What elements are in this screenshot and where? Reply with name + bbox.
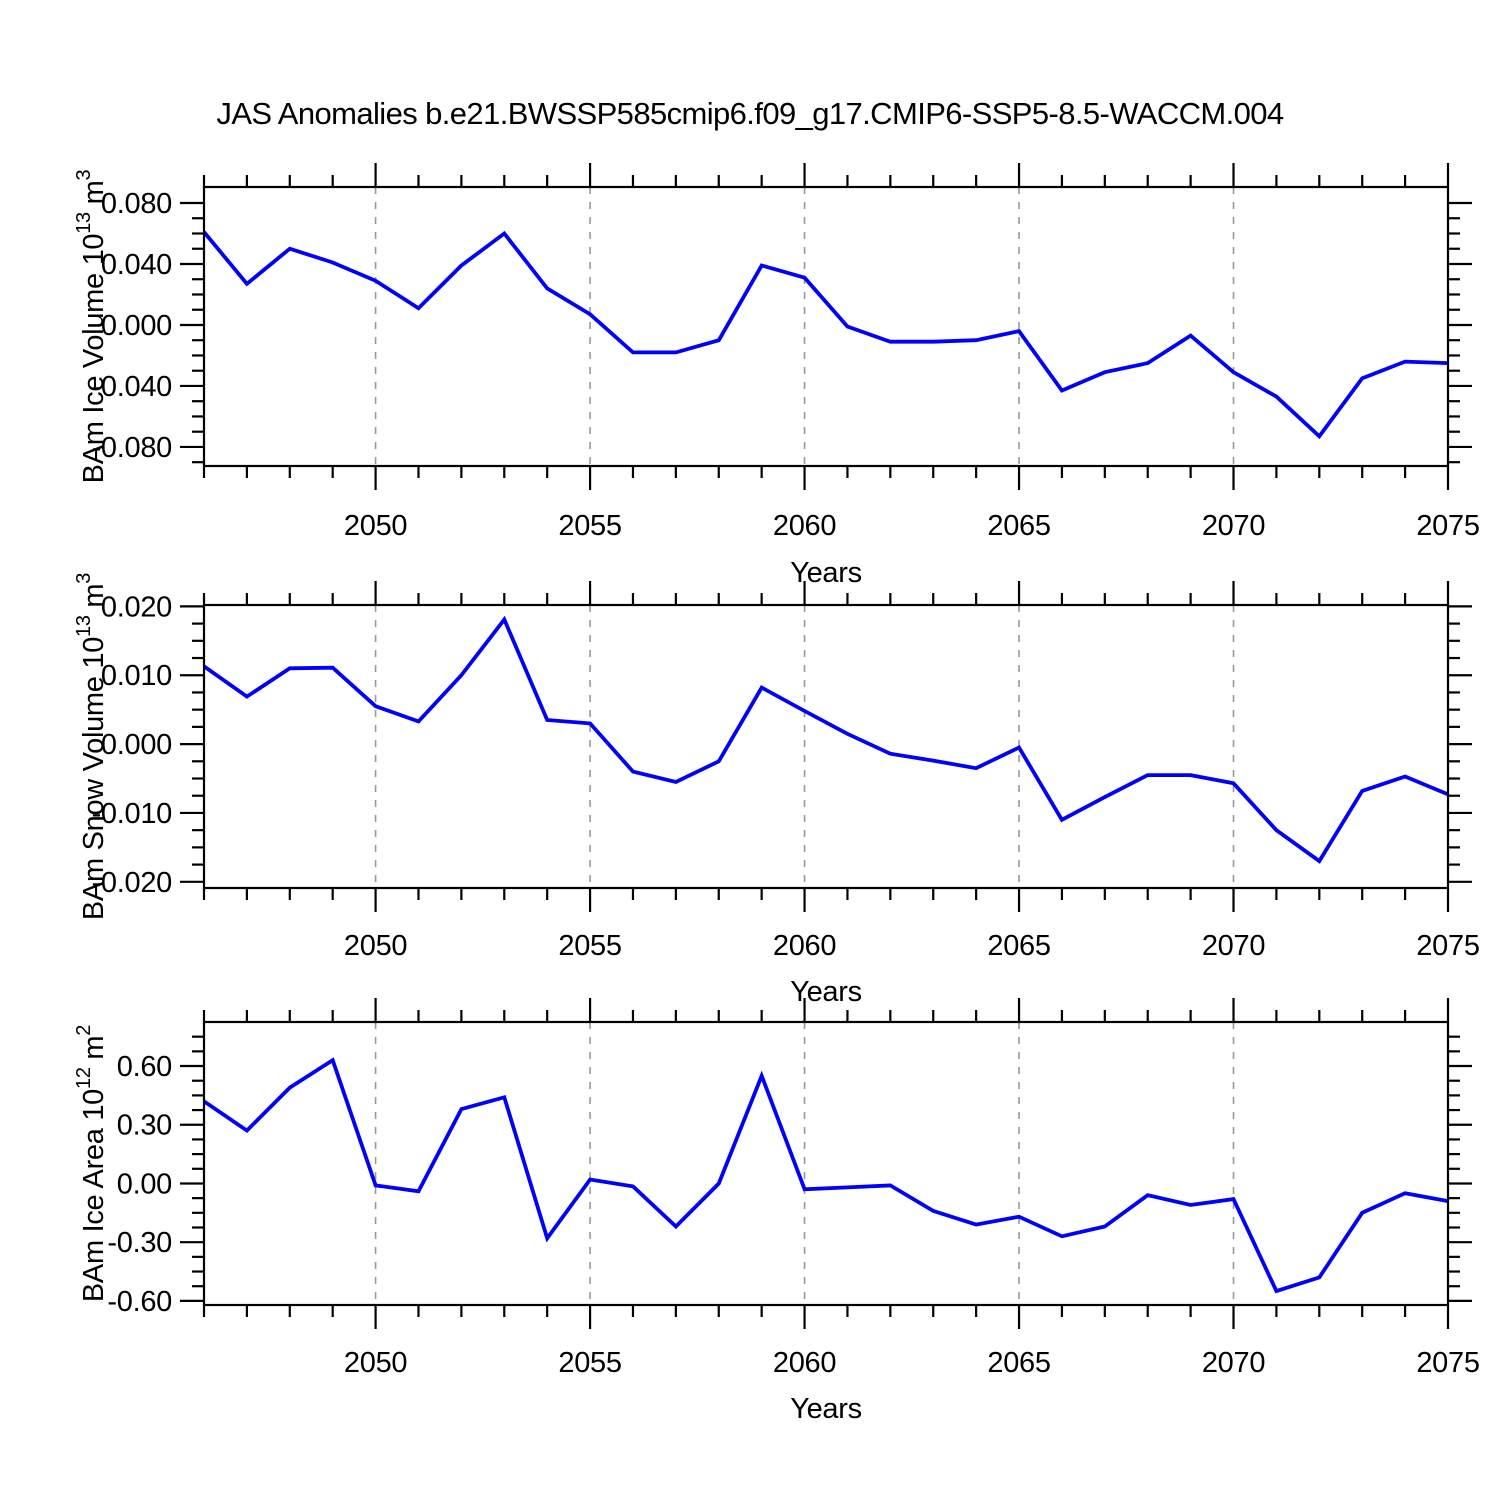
x-axis-title: Years [790, 557, 862, 589]
y-tick-label: -0.60 [107, 1286, 172, 1318]
axis-frame [202, 603, 1450, 890]
y-tick-label: 0.000 [101, 729, 172, 761]
subplot-bam-snow-volume: 2050 2055 2060 2065 2070 2075 0.020 0.010 0.000 -… [73, 573, 1480, 1008]
y-tick-label: 0.60 [117, 1051, 172, 1083]
subplot-bam-ice-area: 2050 2055 2060 2065 2070 2075 0.60 0.30 0.00 -0.3… [73, 998, 1480, 1425]
x-tick-label: 2065 [987, 930, 1050, 962]
data-line-bam-snow-volume [202, 615, 1449, 864]
x-tick-label: 2065 [987, 510, 1050, 542]
x-tick-label: 2060 [773, 510, 836, 542]
x-tick-label: 2070 [1202, 510, 1265, 542]
y-tick-label: -0.080 [92, 432, 172, 464]
y-tick-label: 0.30 [117, 1110, 172, 1142]
x-tick-label: 2060 [773, 930, 836, 962]
y-axis-title: BAm Ice Area 1012 m2 [73, 1025, 110, 1302]
x-tick-label: 2070 [1202, 930, 1265, 962]
x-tick-label: 2050 [344, 930, 407, 962]
y-tick-label: -0.30 [107, 1227, 172, 1259]
x-tick-label: 2065 [987, 1347, 1050, 1379]
y-tick-label: 0.080 [101, 188, 172, 220]
y-tick-label: 0.040 [101, 249, 172, 281]
y-tick-label: 0.000 [101, 310, 172, 342]
y-tick-label: -0.020 [92, 867, 172, 899]
axis-frame [202, 185, 1450, 468]
y-axis-title: BAm Ice Volume 1013 m3 [73, 169, 110, 483]
x-tick-label: 2055 [558, 1347, 621, 1379]
x-tick-label: 2075 [1416, 1347, 1479, 1379]
x-tick-label: 2055 [558, 930, 621, 962]
data-line-bam-ice-volume [202, 230, 1449, 440]
x-tick-label: 2070 [1202, 1347, 1265, 1379]
y-tick-label: 0.020 [101, 591, 172, 623]
x-tick-label: 2075 [1416, 930, 1479, 962]
x-tick-label: 2050 [344, 1347, 407, 1379]
subplot-bam-ice-volume: 2050 2055 2060 2065 2070 2075 0.080 0.040 0.000 -… [73, 163, 1480, 589]
y-tick-label: 0.010 [101, 660, 172, 692]
x-tick-label: 2055 [558, 510, 621, 542]
x-axis-title: Years [790, 1393, 862, 1425]
y-tick-label: -0.010 [92, 798, 172, 830]
axis-frame [202, 1020, 1450, 1307]
data-line-bam-ice-area [202, 1057, 1449, 1294]
x-tick-label: 2050 [344, 510, 407, 542]
x-tick-label: 2060 [773, 1347, 836, 1379]
x-tick-label: 2075 [1416, 510, 1479, 542]
x-axis-title: Years [790, 976, 862, 1008]
y-axis-title: BAm Snow Volume 1013 m3 [73, 573, 110, 920]
chart-title: JAS Anomalies b.e21.BWSSP585cmip6.f09_g1… [216, 96, 1284, 131]
y-tick-label: 0.00 [117, 1168, 172, 1200]
y-tick-label: -0.040 [92, 371, 172, 403]
